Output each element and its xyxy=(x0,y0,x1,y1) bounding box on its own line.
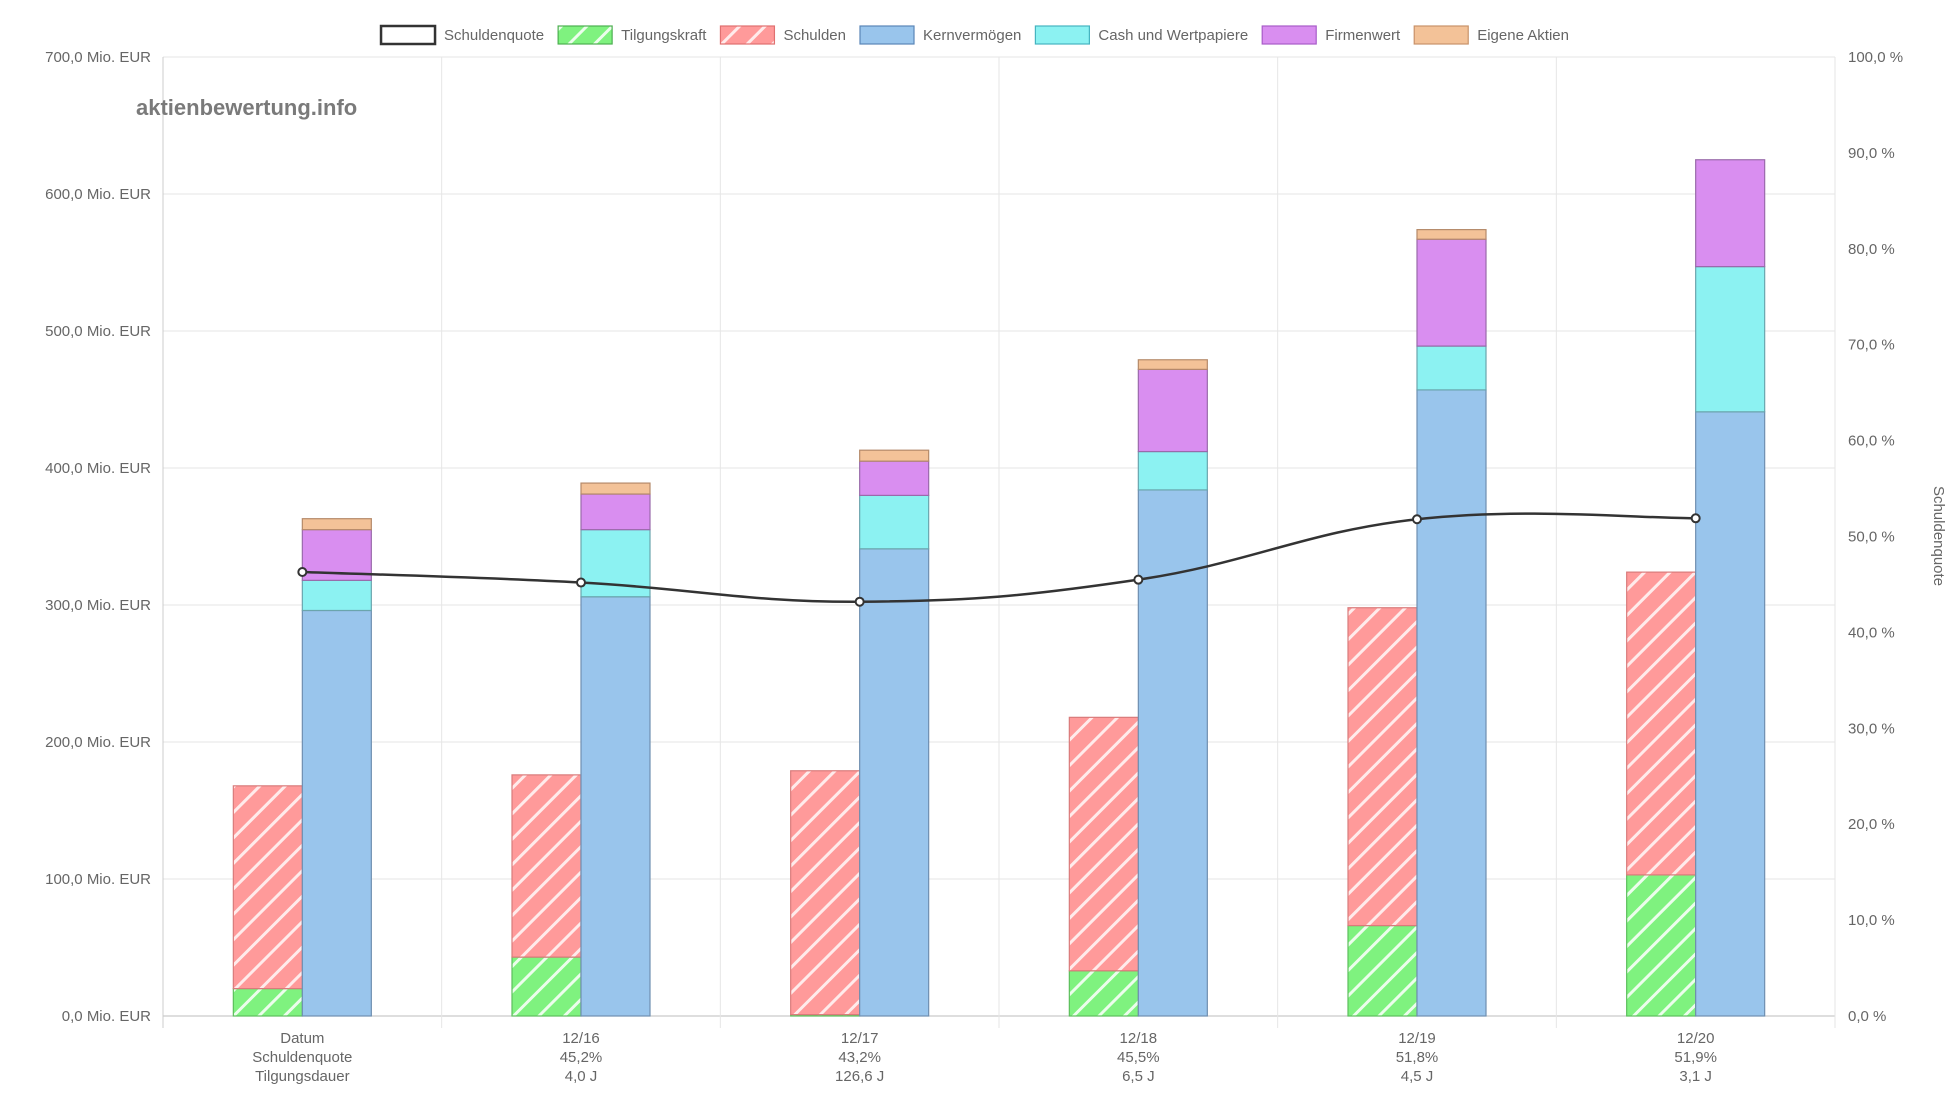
legend-swatch-eigene xyxy=(1413,25,1469,45)
legend-label-kernvermoegen: Kernvermögen xyxy=(923,27,1021,44)
x-axis-category-label: 3,1 J xyxy=(1679,1068,1712,1085)
bar-segment-kernverm-gen xyxy=(301,609,372,1017)
bar-segment-kernverm-gen xyxy=(580,596,651,1017)
bar-segment-cash-und-wertpapiere xyxy=(1137,450,1208,491)
bar-segment-eigene-aktien xyxy=(580,482,651,495)
schuldenquote-point xyxy=(1690,513,1701,524)
bar-segment-cash-und-wertpapiere xyxy=(1416,345,1487,391)
y-axis-right-tick-label: 100,0 % xyxy=(1848,49,1903,66)
legend-swatch-cash xyxy=(1034,25,1090,45)
x-axis-category-label: 45,2% xyxy=(560,1049,603,1066)
bar-segment-tilgungskraft xyxy=(1626,874,1697,1017)
y-axis-left-tick-label: 0,0 Mio. EUR xyxy=(62,1008,151,1025)
bar-segment-kernverm-gen xyxy=(859,548,930,1017)
schuldenquote-point xyxy=(297,566,308,577)
bar-segment-tilgungskraft xyxy=(511,956,582,1017)
x-axis-category-label: 45,5% xyxy=(1117,1049,1160,1066)
schuldenquote-point xyxy=(1412,514,1422,525)
y-axis-right-tick-label: 60,0 % xyxy=(1848,433,1895,450)
watermark: aktienbewertung.info xyxy=(136,95,357,120)
x-axis-category-label: 126,6 J xyxy=(835,1068,884,1085)
bar-segment-tilgungskraft xyxy=(1347,924,1418,1017)
bar-segment-schulden xyxy=(1068,716,1139,972)
legend-swatch-firmenwert xyxy=(1261,25,1317,45)
bar-segment-schulden xyxy=(1626,571,1697,876)
y-axis-right-title: Schuldenquote xyxy=(1930,486,1947,586)
y-axis-right-tick-label: 50,0 % xyxy=(1848,529,1895,546)
y-axis-right-tick-label: 90,0 % xyxy=(1848,145,1895,162)
x-axis-category-label: 51,8% xyxy=(1396,1049,1439,1066)
y-axis-left-tick-label: 500,0 Mio. EUR xyxy=(45,323,151,340)
bar-segment-firmenwert xyxy=(1416,238,1487,347)
bar-segment-eigene-aktien xyxy=(1137,359,1208,370)
x-axis-category-label: 12/20 xyxy=(1677,1030,1715,1047)
bar-segment-tilgungskraft xyxy=(232,987,303,1017)
legend-swatch-schuldenquote xyxy=(379,24,437,46)
bar-segment-firmenwert xyxy=(859,460,930,496)
bar-segment-cash-und-wertpapiere xyxy=(1695,266,1766,413)
legend-label-tilgungskraft: Tilgungskraft xyxy=(621,27,707,44)
bar-segment-firmenwert xyxy=(580,493,651,531)
bar-segment-tilgungskraft xyxy=(1068,970,1139,1017)
y-axis-left-tick-label: 700,0 Mio. EUR xyxy=(45,49,151,66)
x-axis-category-label: 43,2% xyxy=(838,1049,881,1066)
x-axis-category-label: Tilgungsdauer xyxy=(255,1068,350,1085)
x-axis-category-label: 12/19 xyxy=(1398,1030,1436,1047)
x-axis-category-label: 12/17 xyxy=(841,1030,879,1047)
y-axis-right-tick-label: 70,0 % xyxy=(1848,337,1895,354)
y-axis-right-tick-label: 40,0 % xyxy=(1848,624,1895,641)
x-axis-category-label: Schuldenquote xyxy=(252,1049,352,1066)
bar-segment-schulden xyxy=(232,785,303,990)
x-axis-category-label: 6,5 J xyxy=(1122,1068,1155,1085)
x-axis-category-label: 4,0 J xyxy=(565,1068,598,1085)
schuldenquote-point xyxy=(576,577,586,588)
y-axis-right-tick-label: 80,0 % xyxy=(1848,241,1895,258)
bar-segment-schulden xyxy=(790,770,861,1016)
bar-segment-schulden xyxy=(1347,607,1418,927)
y-axis-left-tick-label: 100,0 Mio. EUR xyxy=(45,871,151,888)
y-axis-left-tick-label: 400,0 Mio. EUR xyxy=(45,460,151,477)
bar-segment-kernverm-gen xyxy=(1695,411,1766,1017)
bar-segment-eigene-aktien xyxy=(859,449,930,462)
legend-swatch-kernvermoegen xyxy=(859,25,915,45)
legend-label-eigene: Eigene Aktien xyxy=(1477,27,1569,44)
y-axis-right-tick-label: 30,0 % xyxy=(1848,720,1895,737)
y-axis-left-tick-label: 300,0 Mio. EUR xyxy=(45,597,151,614)
legend-label-schulden: Schulden xyxy=(783,27,846,44)
bar-segment-eigene-aktien xyxy=(301,518,372,531)
bar-segment-schulden xyxy=(511,774,582,958)
legend-swatch-schulden xyxy=(719,25,776,45)
legend-label-cash: Cash und Wertpapiere xyxy=(1098,27,1248,44)
y-axis-right-tick-label: 10,0 % xyxy=(1848,912,1895,929)
y-axis-right-tick-label: 0,0 % xyxy=(1848,1008,1886,1025)
schuldenquote-line-group xyxy=(297,512,1701,607)
bar-segment-kernverm-gen xyxy=(1416,389,1487,1017)
legend-label-firmenwert: Firmenwert xyxy=(1325,27,1401,44)
y-axis-left-tick-label: 200,0 Mio. EUR xyxy=(45,734,151,751)
schuldenquote-point xyxy=(854,596,865,607)
bar-segment-cash-und-wertpapiere xyxy=(859,494,930,550)
x-axis-category-label: 4,5 J xyxy=(1401,1068,1434,1085)
legend: Schuldenquote Tilgungskraft Schulden Kernve… xyxy=(379,24,1569,46)
x-axis-category-label: Datum xyxy=(280,1030,324,1047)
x-axis-category-label: 12/16 xyxy=(562,1030,600,1047)
bar-segment-firmenwert xyxy=(1695,159,1766,268)
grid-lines xyxy=(162,56,1836,1028)
legend-label-schuldenquote: Schuldenquote xyxy=(444,27,544,44)
axes: 0,0 Mio. EUR 100,0 Mio. EUR 200,0 Mio. EUR… xyxy=(45,49,1903,1085)
bars xyxy=(232,159,1766,1017)
x-axis-category-label: 51,9% xyxy=(1674,1049,1717,1066)
x-axis-category-label: 12/18 xyxy=(1120,1030,1158,1047)
schuldenquote-line xyxy=(302,512,1696,603)
bar-segment-eigene-aktien xyxy=(1416,229,1487,240)
y-axis-left-tick-label: 600,0 Mio. EUR xyxy=(45,186,151,203)
bar-segment-cash-und-wertpapiere xyxy=(301,579,372,612)
y-axis-right-tick-label: 20,0 % xyxy=(1848,816,1895,833)
schuldenquote-point xyxy=(1133,574,1144,585)
legend-swatch-tilgungskraft xyxy=(557,25,613,45)
bar-segment-firmenwert xyxy=(1137,368,1208,453)
